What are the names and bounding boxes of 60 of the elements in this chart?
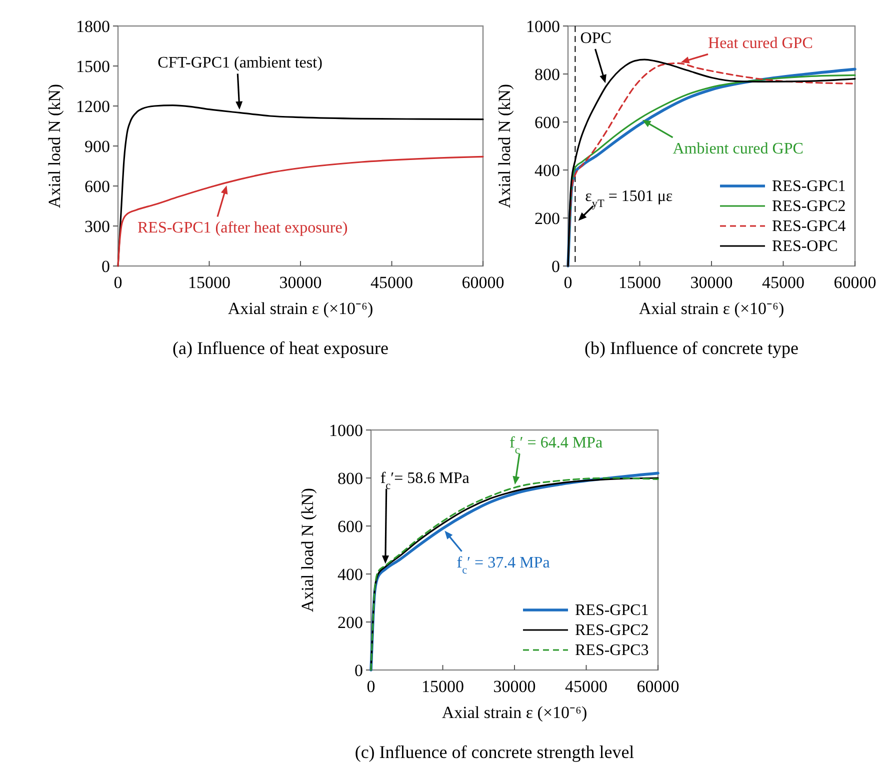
annotation: f$_{c}$′ = 64.4 MPa [510, 434, 603, 457]
x-tick-label: 15000 [422, 677, 464, 696]
y-tick-label: 1500 [76, 57, 110, 76]
y-tick-label: 1200 [76, 97, 110, 116]
y-tick-label: 0 [552, 257, 560, 276]
legend-label: RES-GPC1 [575, 602, 649, 619]
y-axis-title: Axial load N (kN) [298, 488, 317, 612]
y-tick-label: 400 [534, 161, 560, 180]
y-tick-label: 800 [338, 469, 363, 488]
x-tick-label: 45000 [762, 273, 804, 292]
annotation: f$_{c}$′ = 37.4 MPa [456, 554, 550, 576]
x-tick-label: 0 [366, 677, 376, 696]
y-tick-label: 200 [338, 613, 363, 632]
x-tick-label: 45000 [370, 273, 413, 292]
y-tick-label: 600 [338, 517, 363, 536]
x-tick-label: 60000 [462, 273, 504, 292]
y-tick-label: 600 [84, 177, 110, 196]
x-tick-label: 45000 [565, 677, 608, 696]
y-tick-label: 900 [84, 137, 110, 156]
y-tick-label: 200 [534, 209, 560, 228]
y-tick-label: 0 [354, 661, 363, 680]
legend-label: RES-OPC [772, 238, 838, 255]
y-tick-label: 800 [534, 65, 560, 84]
legend-label: RES-GPC4 [772, 218, 846, 235]
legend-label: RES-GPC3 [575, 642, 649, 659]
x-axis-title: Axial strain ε (×10⁻⁶) [442, 703, 588, 722]
y-tick-label: 1800 [76, 17, 110, 36]
y-tick-label: 1000 [329, 421, 363, 440]
x-tick-label: 15000 [618, 273, 661, 292]
y-tick-label: 400 [338, 565, 363, 584]
legend-label: RES-GPC2 [772, 198, 846, 215]
x-tick-label: 30000 [690, 273, 733, 292]
annotation: Ambient cured GPC [672, 140, 804, 158]
text: (c) Influence of concrete strength level [354, 742, 634, 762]
y-axis-title: Axial load N (kN) [495, 84, 514, 208]
line-series [117, 156, 484, 267]
annotation: CFT-GPC1 (ambient test) [158, 54, 322, 72]
x-tick-label: 60000 [834, 273, 876, 292]
text: (a) Influence of heat exposure [172, 338, 388, 358]
annotation: RES-GPC1 (after heat exposure) [138, 220, 348, 237]
x-tick-label: 30000 [279, 273, 322, 292]
legend-label: RES-GPC1 [772, 178, 846, 195]
x-tick-label: 0 [114, 273, 122, 292]
annotation: OPC [580, 30, 612, 47]
x-axis-title: Axial strain ε (×10⁻⁶) [228, 299, 374, 318]
y-tick-label: 0 [102, 257, 110, 276]
x-tick-label: 30000 [493, 677, 536, 696]
legend-label: RES-GPC2 [575, 622, 649, 639]
annotation: Heat cured GPC [708, 35, 813, 52]
y-tick-label: 1000 [526, 17, 560, 36]
ref-line-label: ε$_{yT}$ = 1501 με [585, 188, 673, 210]
x-tick-label: 0 [564, 273, 572, 292]
x-tick-label: 15000 [188, 273, 230, 292]
y-tick-label: 300 [84, 217, 110, 236]
y-axis-title: Axial load N (kN) [45, 84, 64, 208]
x-axis-title: Axial strain ε (×10⁻⁶) [638, 299, 784, 318]
text: (b) Influence of concrete type [584, 338, 798, 358]
x-tick-label: 60000 [636, 677, 680, 696]
annotation: f$_{c}$′= 58.6 MPa [380, 470, 470, 492]
y-tick-label: 600 [534, 113, 560, 132]
